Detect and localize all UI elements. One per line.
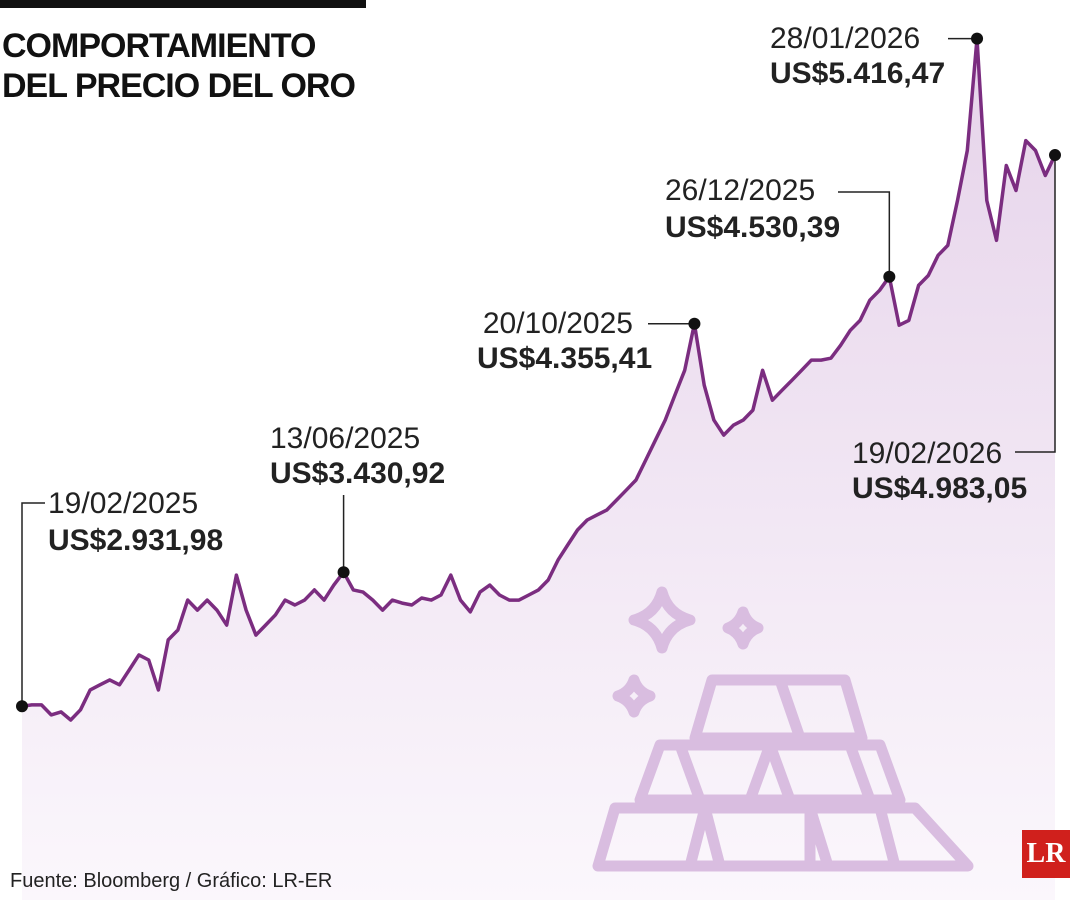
leader-line	[21, 502, 45, 707]
source-note: Fuente: Bloomberg / Gráfico: LR-ER	[10, 870, 333, 892]
price-line	[21, 36, 1057, 722]
top-bar	[0, 0, 366, 8]
annotation-value: US$4.530,39	[665, 211, 840, 244]
annotation-date: 13/06/2025	[270, 422, 420, 455]
annotation-date: 19/02/2025	[48, 487, 198, 520]
annotation-date: 19/02/2026	[852, 437, 1002, 470]
annotation-value: US$4.983,05	[852, 472, 1027, 505]
annotation-date: 26/12/2025	[665, 174, 815, 207]
annotation-value: US$5.416,47	[770, 57, 945, 90]
annotation-date: 20/10/2025	[483, 307, 633, 340]
leader-line	[838, 191, 891, 277]
point-marker	[971, 32, 984, 45]
annotation-value: US$3.430,92	[270, 457, 445, 490]
leader-line	[1015, 155, 1056, 453]
annotation-value: US$2.931,98	[48, 524, 223, 557]
point-marker	[883, 270, 896, 283]
chart-title: COMPORTAMIENTO DEL PRECIO DEL ORO	[2, 27, 356, 105]
point-marker	[688, 317, 701, 330]
annotation-date: 28/01/2026	[770, 22, 920, 55]
point-marker	[1049, 149, 1061, 162]
gold-bars-icon	[592, 586, 974, 872]
logo: LR	[1022, 830, 1070, 878]
point-marker	[16, 700, 28, 713]
point-marker	[337, 566, 350, 579]
annotation-value: US$4.355,41	[477, 342, 652, 375]
